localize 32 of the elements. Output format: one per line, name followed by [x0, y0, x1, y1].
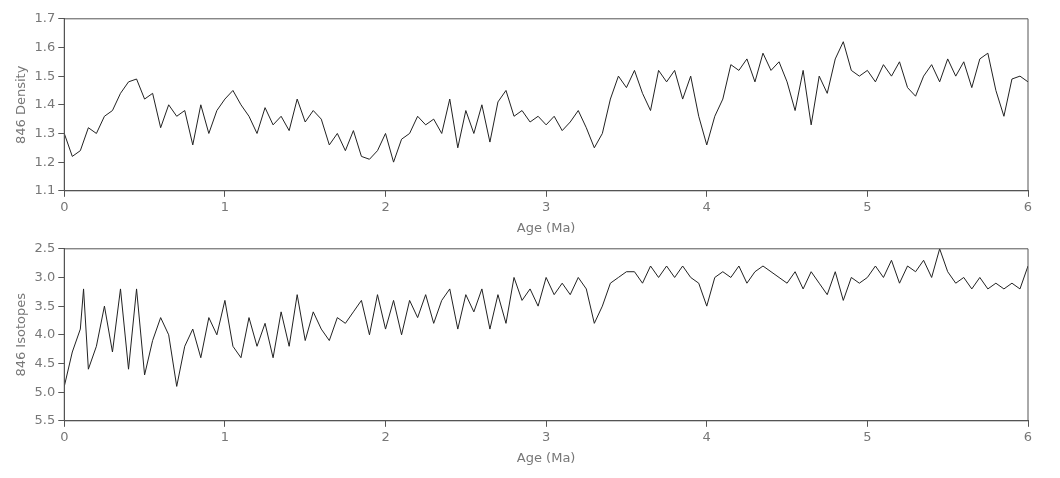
- x-tick-label: 1: [220, 428, 230, 444]
- y-tick-label: 5.0: [34, 383, 56, 399]
- y-tick-label: 1.2: [34, 153, 56, 169]
- y-tick-label: 4.0: [34, 326, 56, 342]
- y-axis-title: 846 Isotopes: [13, 292, 29, 377]
- y-tick-label: 1.4: [34, 96, 56, 112]
- y-tick-label: 1.1: [34, 182, 56, 198]
- x-tick-label: 6: [1023, 198, 1033, 214]
- x-tick-label: 3: [542, 428, 551, 444]
- y-tick-label: 4.5: [34, 354, 56, 370]
- x-tick-label: 2: [381, 198, 390, 214]
- x-tick-label: 1: [220, 198, 230, 214]
- x-tick-label: 4: [702, 428, 711, 444]
- x-tick-label: 6: [1023, 428, 1033, 444]
- x-tick-label: 4: [702, 198, 711, 214]
- x-axis-title: Age (Ma): [516, 219, 576, 235]
- y-tick-label: 1.3: [34, 124, 56, 140]
- x-tick-label: 0: [60, 428, 69, 444]
- x-tick-label: 5: [863, 198, 872, 214]
- y-tick-label: 1.6: [34, 38, 56, 54]
- y-tick-label: 2.5: [34, 240, 56, 256]
- y-tick-label: 5.5: [34, 412, 56, 428]
- x-tick-label: 5: [863, 428, 872, 444]
- x-axis-title: Age (Ma): [516, 449, 576, 465]
- y-tick-label: 1.5: [34, 67, 56, 83]
- x-tick-label: 2: [381, 428, 390, 444]
- y-tick-label: 3.0: [34, 268, 56, 284]
- x-tick-label: 0: [60, 198, 69, 214]
- x-tick-label: 3: [542, 198, 551, 214]
- y-tick-label: 3.5: [34, 297, 56, 313]
- y-axis-title: 846 Density: [13, 65, 29, 144]
- y-tick-label: 1.7: [34, 10, 56, 26]
